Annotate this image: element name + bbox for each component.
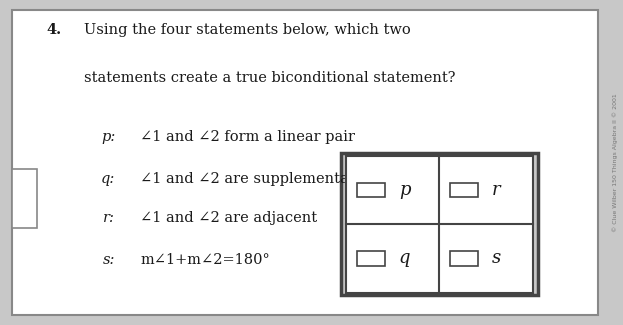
Text: r: r [492, 181, 501, 199]
FancyBboxPatch shape [450, 183, 478, 197]
Text: r:: r: [103, 211, 115, 225]
Text: p:: p: [101, 130, 115, 144]
FancyBboxPatch shape [450, 251, 478, 266]
FancyBboxPatch shape [12, 10, 598, 315]
Text: p: p [399, 181, 410, 199]
Text: 4.: 4. [47, 23, 62, 37]
Text: © Clue Wilber 150 Things Algebra II © 2001: © Clue Wilber 150 Things Algebra II © 20… [612, 93, 619, 232]
Text: ∠1 and ∠2 form a linear pair: ∠1 and ∠2 form a linear pair [140, 130, 355, 144]
FancyBboxPatch shape [346, 156, 533, 292]
Text: q:: q: [101, 172, 115, 186]
FancyBboxPatch shape [357, 183, 385, 197]
Text: m∠1+m∠2=180°: m∠1+m∠2=180° [140, 254, 270, 267]
Text: Using the four statements below, which two: Using the four statements below, which t… [84, 23, 411, 37]
Text: s:: s: [103, 254, 115, 267]
Text: s: s [492, 249, 502, 267]
FancyBboxPatch shape [341, 153, 538, 295]
Text: ∠1 and ∠2 are supplementary: ∠1 and ∠2 are supplementary [140, 172, 364, 186]
FancyBboxPatch shape [357, 251, 385, 266]
Text: ∠1 and ∠2 are adjacent: ∠1 and ∠2 are adjacent [140, 211, 317, 225]
Text: statements create a true biconditional statement?: statements create a true biconditional s… [84, 72, 455, 85]
FancyBboxPatch shape [12, 169, 37, 227]
Text: q: q [399, 249, 410, 267]
